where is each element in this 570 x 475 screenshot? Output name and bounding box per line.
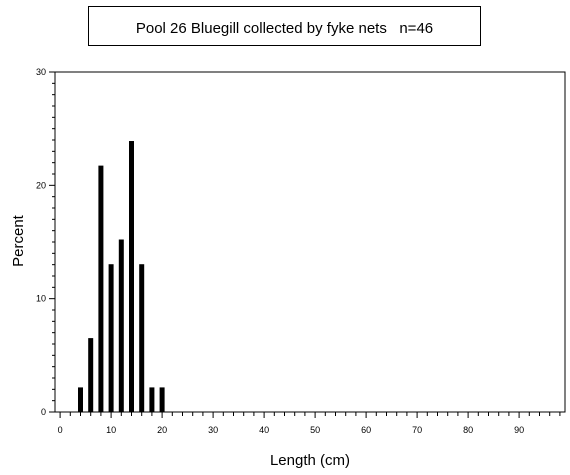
sample-size-annotation: n=46 bbox=[399, 20, 434, 37]
x-axis-label: Length (cm) bbox=[270, 452, 350, 469]
x-tick-label: 90 bbox=[514, 425, 524, 435]
histogram-bar bbox=[108, 264, 114, 412]
tick-layer: 0 10 20 30 40 50 60 70 80 90 0 10 20 30 bbox=[36, 67, 561, 435]
histogram-bar bbox=[159, 387, 165, 412]
y-axis-label: Percent bbox=[10, 214, 27, 267]
x-tick-label: 50 bbox=[310, 425, 320, 435]
histogram-bar bbox=[118, 239, 124, 412]
chart-title: Pool 26 Bluegill collected by fyke nets … bbox=[89, 20, 480, 37]
y-tick-label: 10 bbox=[36, 294, 46, 304]
x-tick-label: 40 bbox=[259, 425, 269, 435]
x-tick-label: 0 bbox=[58, 425, 63, 435]
y-tick-label: 0 bbox=[41, 407, 46, 417]
y-tick-label: 20 bbox=[36, 180, 46, 190]
x-tick-label: 70 bbox=[412, 425, 422, 435]
histogram-bar bbox=[129, 141, 134, 412]
histogram-bar bbox=[88, 338, 94, 412]
x-tick-label: 60 bbox=[361, 425, 371, 435]
histogram-bar bbox=[149, 387, 155, 412]
chart-title-label: Pool 26 Bluegill collected by fyke nets bbox=[135, 20, 387, 37]
histogram-bar bbox=[78, 387, 83, 412]
y-tick-label: 30 bbox=[36, 67, 46, 77]
x-tick-label: 10 bbox=[106, 425, 116, 435]
histogram-bar bbox=[98, 165, 104, 412]
x-tick-label: 30 bbox=[208, 425, 218, 435]
bar-layer bbox=[78, 141, 165, 412]
histogram-bar bbox=[139, 264, 145, 412]
x-tick-label: 20 bbox=[157, 425, 167, 435]
chart-title-box: Pool 26 Bluegill collected by fyke nets … bbox=[88, 6, 481, 46]
x-tick-label: 80 bbox=[463, 425, 473, 435]
